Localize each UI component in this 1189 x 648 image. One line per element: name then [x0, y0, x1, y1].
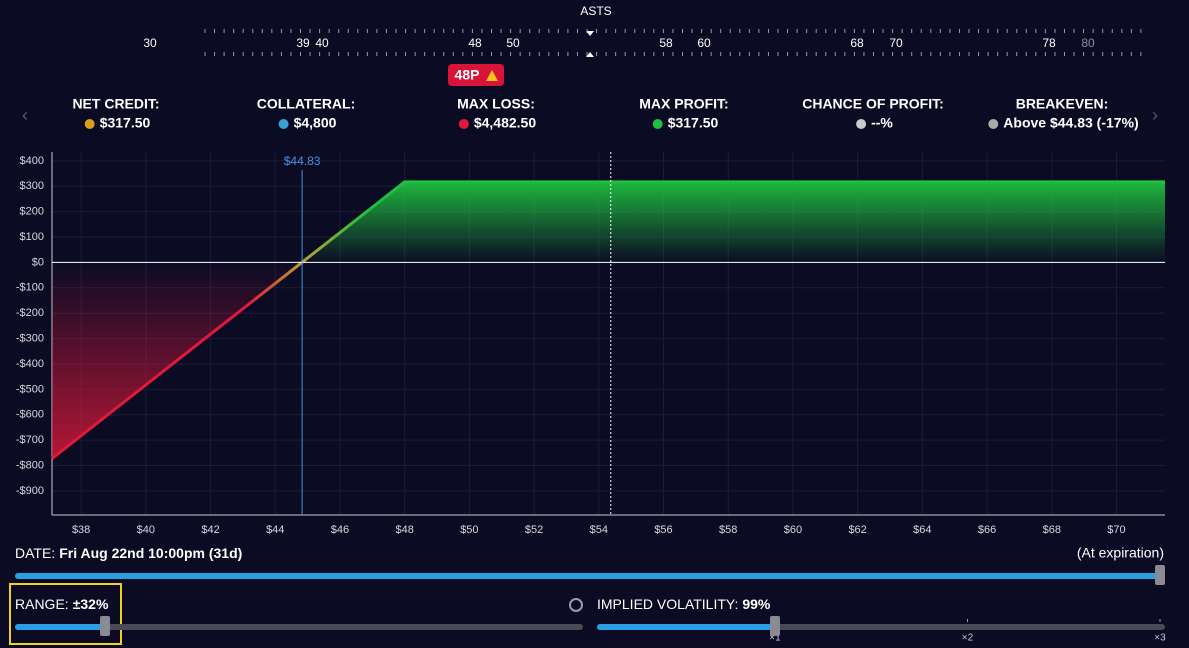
x-tick-label: $66 — [978, 524, 996, 536]
y-tick-label: -$500 — [16, 383, 44, 395]
strike-label: 39 — [296, 36, 310, 50]
y-tick-label: $100 — [20, 231, 44, 243]
stat-value: --% — [871, 115, 893, 131]
x-tick-label: $70 — [1107, 524, 1125, 536]
y-tick-label: $300 — [20, 180, 44, 192]
badge-label: 48P — [455, 67, 480, 83]
strike-label: 80 — [1081, 36, 1095, 50]
stat-label: CHANCE OF PROFIT: — [802, 96, 944, 112]
x-tick-label: $42 — [201, 524, 219, 536]
range-track — [15, 624, 583, 630]
stat-value: Above $44.83 (-17%) — [1003, 115, 1138, 131]
x-tick-label: $56 — [654, 524, 672, 536]
spot-marker — [586, 52, 594, 57]
date-track — [15, 573, 1163, 579]
strike-label: 60 — [697, 36, 711, 50]
y-tick-label: -$800 — [16, 459, 44, 471]
stat-icon — [458, 119, 469, 129]
y-tick-label: -$700 — [16, 434, 44, 446]
y-tick-label: $200 — [20, 206, 44, 218]
y-tick-label: -$600 — [16, 409, 44, 421]
stat-value: $317.50 — [100, 115, 151, 131]
x-tick-label: $64 — [913, 524, 931, 536]
x-tick-label: $62 — [848, 524, 866, 536]
stat-icon — [278, 119, 289, 129]
strike-label: 50 — [506, 36, 520, 50]
strike-label: 30 — [143, 36, 157, 50]
iv-tick-label: ×2 — [962, 633, 974, 644]
stat-label: MAX LOSS: — [457, 96, 535, 112]
x-tick-label: $48 — [395, 524, 413, 536]
iv-tick-label: ×1 — [769, 633, 781, 644]
iv-tick-label: ×3 — [1154, 633, 1166, 644]
strike-label: 70 — [889, 36, 903, 50]
iv-icon — [569, 598, 583, 612]
iv-fill — [597, 624, 775, 630]
range-label: RANGE: ±32% — [15, 596, 109, 612]
range-value: ±32% — [73, 596, 109, 612]
stat-icon — [84, 119, 95, 129]
breakeven-label: $44.83 — [284, 154, 321, 168]
stat-label: NET CREDIT: — [72, 96, 159, 112]
stat-value: $4,482.50 — [474, 115, 536, 131]
x-tick-label: $46 — [331, 524, 349, 536]
iv-key: IMPLIED VOLATILITY: — [597, 596, 738, 612]
spot-marker — [586, 31, 594, 36]
date-knob[interactable] — [1155, 565, 1165, 585]
strike-label: 40 — [315, 36, 329, 50]
iv-label: IMPLIED VOLATILITY: 99% — [597, 596, 771, 612]
x-tick-label: $54 — [590, 524, 608, 536]
stat-value: $4,800 — [294, 115, 337, 131]
prev-arrow[interactable]: ‹ — [22, 105, 28, 125]
stat-icon — [856, 119, 867, 129]
x-tick-label: $40 — [137, 524, 155, 536]
iv-value: 99% — [742, 596, 771, 612]
strike-label: 58 — [659, 36, 673, 50]
strike-label: 68 — [850, 36, 864, 50]
strike-label: 78 — [1042, 36, 1056, 50]
y-tick-label: $0 — [32, 256, 44, 268]
stat-label: BREAKEVEN: — [1016, 96, 1109, 112]
payoff-line — [51, 180, 1165, 460]
date-label-key: DATE: — [15, 545, 55, 561]
y-tick-label: -$400 — [16, 358, 44, 370]
x-tick-label: $50 — [460, 524, 478, 536]
y-tick-label: -$100 — [16, 282, 44, 294]
x-tick-label: $38 — [72, 524, 90, 536]
x-tick-label: $44 — [266, 524, 284, 536]
y-tick-label: -$900 — [16, 485, 44, 497]
date-label-value: Fri Aug 22nd 10:00pm (31d) — [59, 545, 242, 561]
x-tick-label: $60 — [784, 524, 802, 536]
range-key: RANGE: — [15, 596, 69, 612]
highlight-box — [9, 583, 122, 645]
next-arrow[interactable]: › — [1152, 105, 1158, 125]
profit-area — [52, 181, 1165, 263]
range-fill — [15, 624, 105, 630]
iv-knob[interactable] — [770, 616, 780, 636]
stat-label: COLLATERAL: — [257, 96, 356, 112]
stat-label: MAX PROFIT: — [639, 96, 728, 112]
x-tick-label: $58 — [719, 524, 737, 536]
x-tick-label: $52 — [525, 524, 543, 536]
ticker: ASTS — [580, 4, 611, 18]
range-knob[interactable] — [100, 616, 110, 636]
date-end: (At expiration) — [1077, 545, 1164, 561]
stat-value: $317.50 — [668, 115, 719, 131]
x-tick-label: $68 — [1043, 524, 1061, 536]
date-label: DATE: Fri Aug 22nd 10:00pm (31d) — [15, 545, 242, 561]
stat-icon — [988, 119, 999, 129]
strike-label: 48 — [468, 36, 482, 50]
stat-icon — [652, 119, 663, 129]
y-tick-label: -$200 — [16, 307, 44, 319]
y-tick-label: -$300 — [16, 332, 44, 344]
y-tick-label: $400 — [20, 155, 44, 167]
warning-icon — [486, 70, 498, 81]
